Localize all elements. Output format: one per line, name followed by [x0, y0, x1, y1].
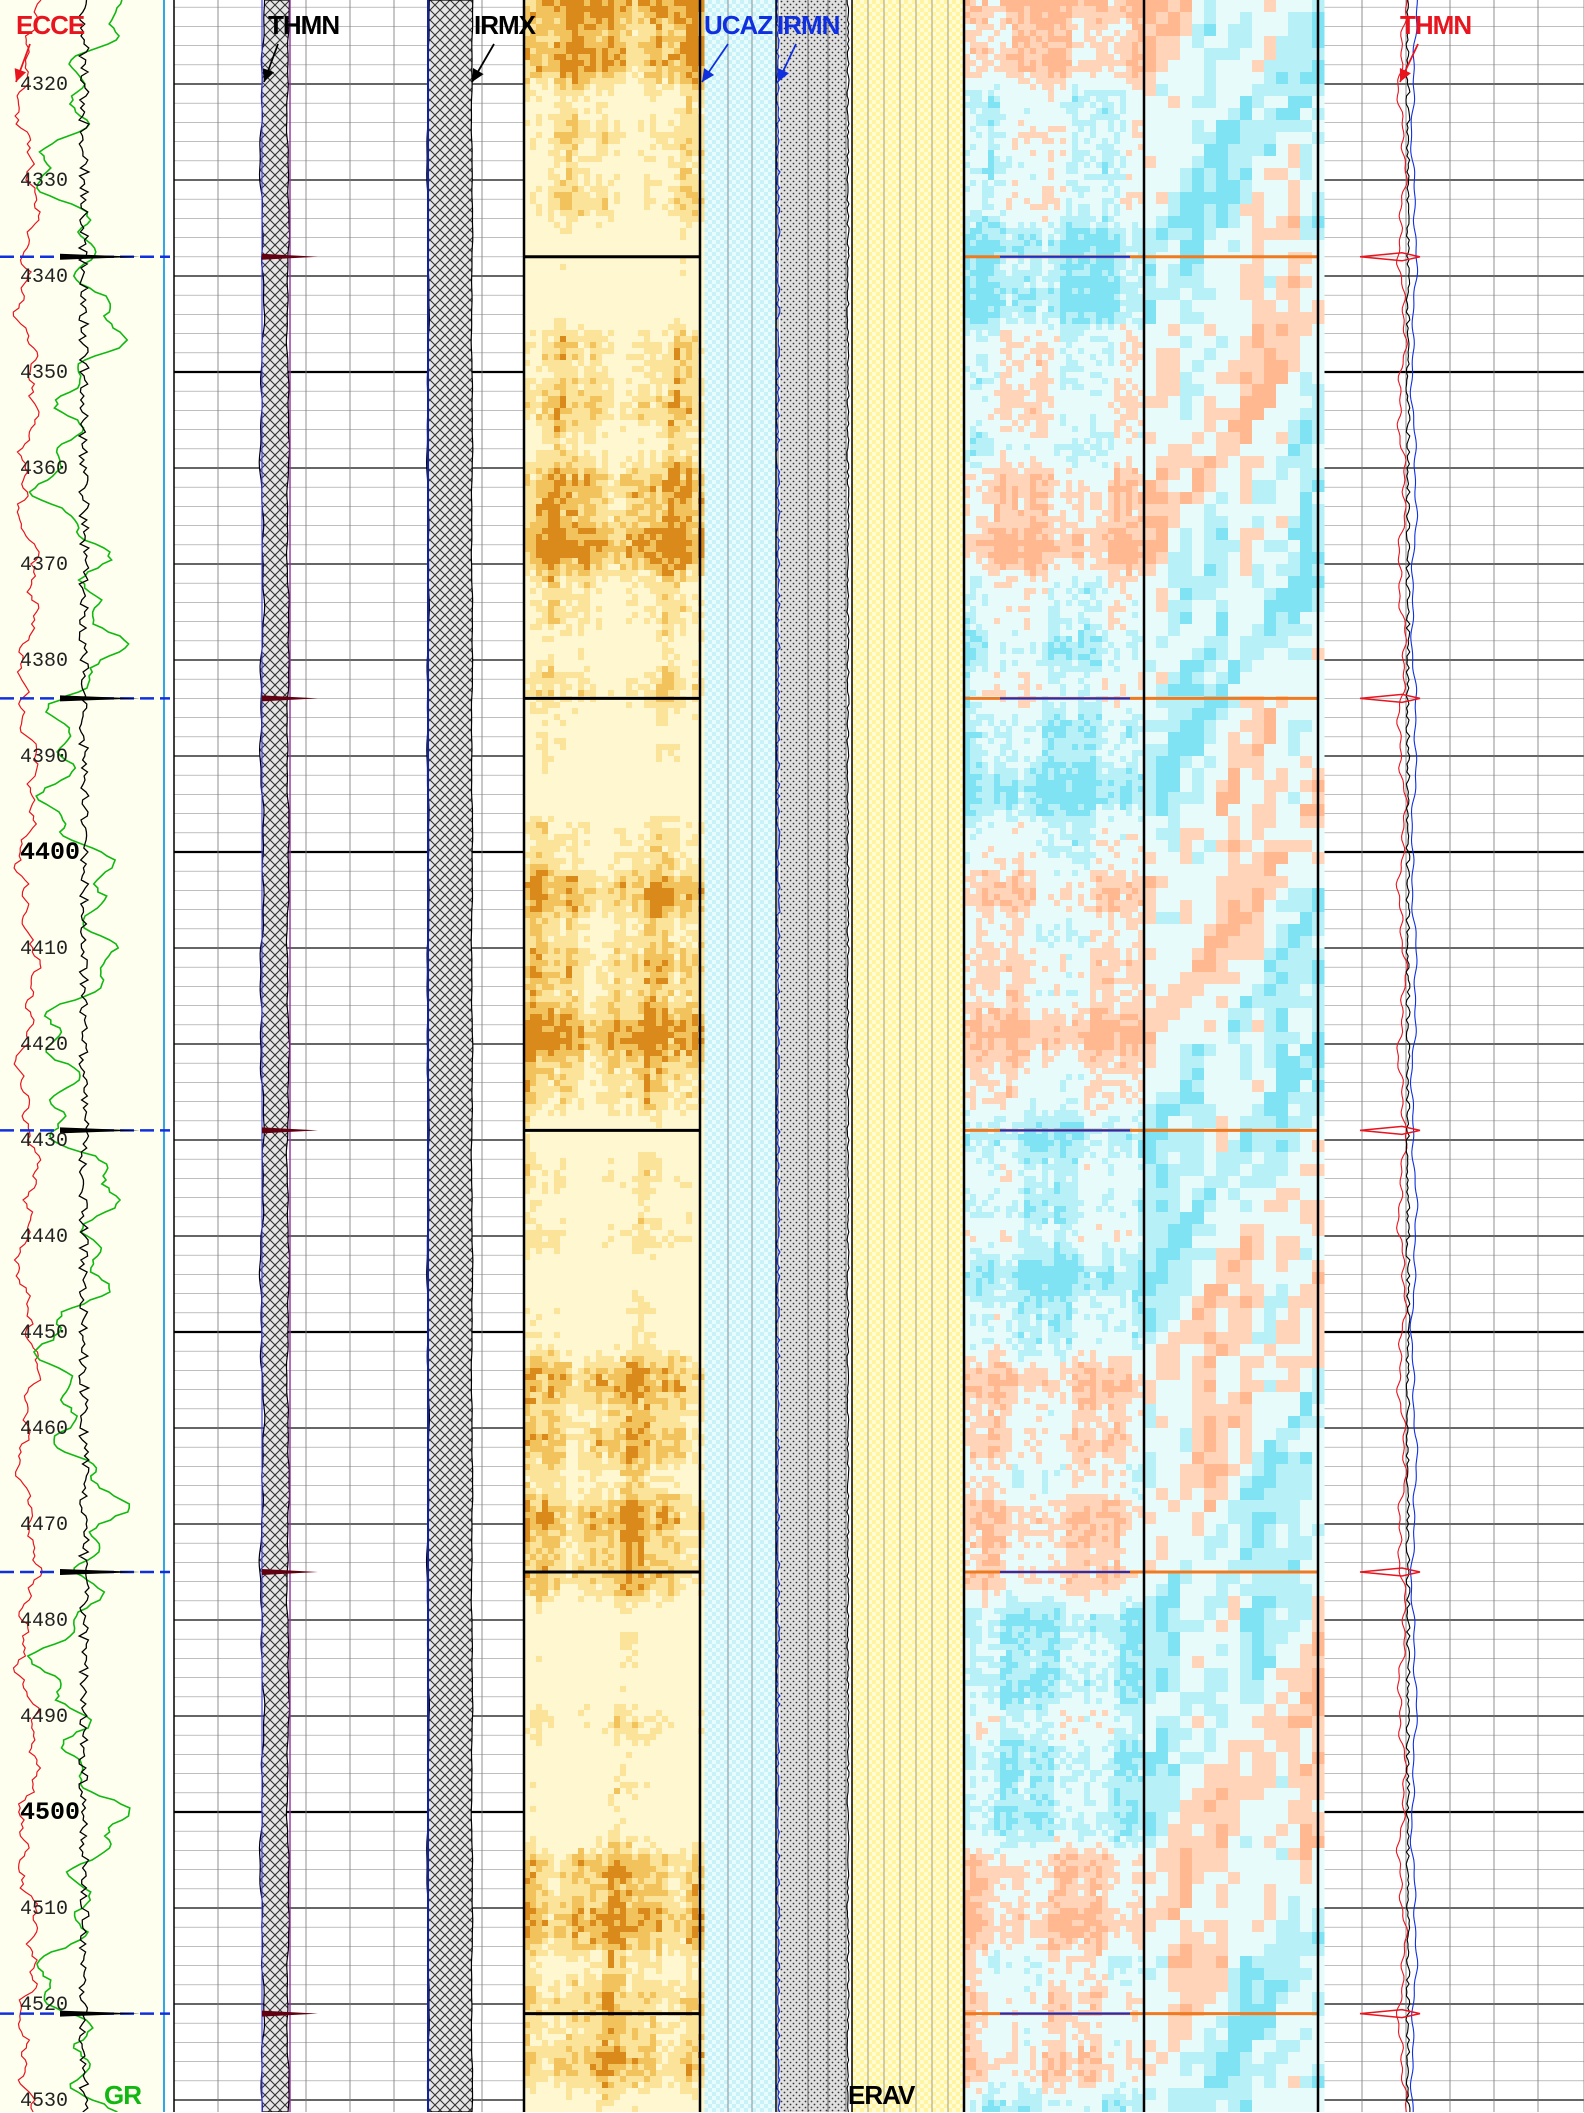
- depth-label: 4430: [20, 1130, 68, 1153]
- depth-label: 4370: [20, 554, 68, 577]
- thmn-hatched-band: [259, 0, 290, 2112]
- dynamic-image-track-b: [1144, 0, 1325, 2112]
- depth-label: 4340: [20, 266, 68, 289]
- thmn-curve-label-track2: THMN: [268, 10, 339, 41]
- event-spike-track9: [1360, 1126, 1420, 1134]
- erav-curve-label: ERAV: [848, 2080, 914, 2111]
- irmn-dotted-band: [780, 0, 846, 2112]
- thmn-curve-label-track8: THMN: [1400, 10, 1471, 41]
- blue-curve-track9: [1410, 0, 1418, 2112]
- depth-label: 4320: [20, 74, 68, 97]
- ucaz-track-fill: [700, 0, 776, 2112]
- depth-label: 4460: [20, 1418, 68, 1441]
- event-spike-track9: [1360, 2010, 1420, 2018]
- depth-label: 4380: [20, 650, 68, 673]
- depth-label: 4490: [20, 1706, 68, 1729]
- depth-label: 4350: [20, 362, 68, 385]
- depth-label: 4510: [20, 1898, 68, 1921]
- depth-label: 4530: [20, 2090, 68, 2113]
- depth-label: 4420: [20, 1034, 68, 1057]
- depth-label: 4390: [20, 746, 68, 769]
- depth-label: 4500: [20, 1798, 80, 1827]
- depth-label: 4450: [20, 1322, 68, 1345]
- irmx-curve-label: IRMX: [474, 10, 535, 41]
- dynamic-image-track-a: [964, 0, 1145, 2112]
- depth-label: 4330: [20, 170, 68, 193]
- depth-label: 4360: [20, 458, 68, 481]
- black-curve-track9: [1406, 0, 1410, 2112]
- depth-label: 4400: [20, 838, 80, 867]
- ecce-curve-label: ECCE: [16, 10, 84, 41]
- irmx-hatched-band: [427, 0, 473, 2112]
- depth-label: 4520: [20, 1994, 68, 2017]
- depth-label: 4480: [20, 1610, 68, 1633]
- depth-label: 4410: [20, 938, 68, 961]
- gr-curve-label: GR: [104, 2080, 141, 2111]
- depth-label: 4470: [20, 1514, 68, 1537]
- static-image-track: [524, 0, 705, 2112]
- irmn-curve-label: IRMN: [777, 10, 839, 41]
- ucaz-curve-label: UCAZ: [704, 10, 772, 41]
- erav-track-fill: [852, 0, 964, 2112]
- depth-label: 4440: [20, 1226, 68, 1249]
